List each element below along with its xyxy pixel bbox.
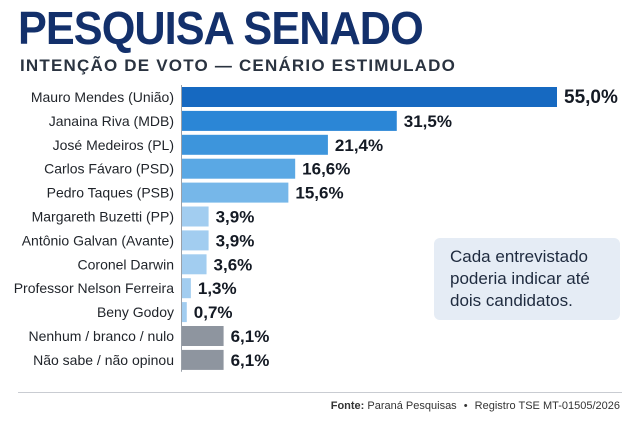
data-label: 3,6% [214, 255, 253, 274]
bar [182, 110, 397, 131]
source-name: Paraná Pesquisas [367, 400, 457, 412]
data-label: 3,9% [216, 231, 255, 250]
data-label: 55,0% [564, 87, 618, 108]
bar [182, 158, 296, 179]
data-label: 15,6% [295, 184, 343, 203]
bar [182, 206, 209, 227]
category-label: Janaina Riva (MDB) [49, 113, 174, 129]
category-label: Beny Godoy [97, 304, 174, 320]
bar [182, 349, 224, 370]
category-label: José Medeiros (PL) [53, 137, 174, 153]
category-label: Carlos Fávaro (PSD) [44, 161, 174, 177]
bar [182, 278, 191, 299]
category-label: Pedro Taques (PSB) [47, 185, 174, 201]
source-label: Fonte: [330, 400, 365, 412]
bar [182, 87, 557, 107]
category-label: Mauro Mendes (União) [31, 89, 174, 105]
note-box: Cada entrevistado poderia indicar até do… [434, 238, 620, 320]
bar-chart: Mauro Mendes (União) 55,0% Janaina Riva (M… [14, 85, 618, 372]
data-label: 21,4% [335, 136, 383, 155]
category-label: Antônio Galvan (Avante) [22, 232, 174, 248]
registry-text: Registro TSE MT-01505/2026 [474, 400, 620, 412]
category-label: Coronel Darwin [78, 256, 174, 272]
note-text: Cada entrevistado poderia indicar até do… [450, 247, 590, 310]
category-label: Margareth Buzetti (PP) [32, 209, 174, 225]
bar [182, 230, 209, 251]
bar [182, 254, 207, 275]
footer-divider [18, 392, 622, 393]
bar [182, 326, 224, 346]
data-label: 16,6% [302, 160, 350, 179]
category-label: Professor Nelson Ferreira [14, 280, 174, 296]
footer: Fonte: Paraná Pesquisas • Registro TSE M… [331, 400, 620, 412]
category-label: Nenhum / branco / nulo [28, 328, 174, 344]
data-label: 6,1% [231, 327, 270, 346]
category-label: Não sabe / não opinou [33, 352, 174, 368]
bar [182, 134, 328, 155]
data-label: 0,7% [194, 303, 233, 322]
data-label: 6,1% [231, 351, 270, 370]
bar [182, 302, 187, 323]
footer-bullet: • [463, 400, 468, 412]
page-subtitle: INTENÇÃO DE VOTO — CENÁRIO ESTIMULADO [20, 56, 457, 75]
page-title: PESQUISA SENADO [18, 2, 424, 54]
data-label: 31,5% [404, 112, 452, 131]
data-label: 3,9% [216, 208, 255, 227]
data-label: 1,3% [198, 279, 237, 298]
bar [182, 182, 289, 203]
